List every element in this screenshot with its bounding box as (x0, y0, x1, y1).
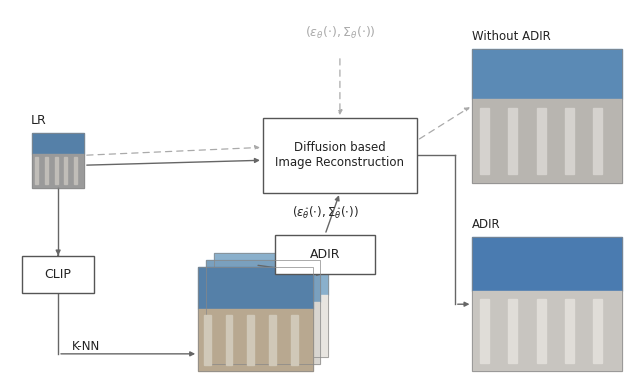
Bar (220, 301, 227, 351)
Bar (214, 253, 328, 295)
Bar (285, 301, 292, 351)
Text: ADIR: ADIR (310, 248, 340, 261)
Bar (307, 301, 314, 351)
Bar (593, 108, 602, 174)
Bar (225, 315, 232, 365)
Bar (65, 157, 67, 184)
Bar (565, 108, 574, 174)
Text: $(\epsilon_{\theta}(\cdot), \Sigma_{\theta}(\cdot))$: $(\epsilon_{\theta}(\cdot), \Sigma_{\the… (305, 25, 375, 41)
Bar (472, 237, 621, 291)
Bar (263, 301, 270, 351)
Bar (204, 315, 211, 365)
Bar (32, 133, 84, 154)
Bar (45, 157, 48, 184)
Bar (277, 308, 284, 358)
Bar (291, 315, 298, 365)
Bar (536, 299, 545, 363)
Bar (269, 315, 276, 365)
Bar (22, 256, 94, 293)
Bar (472, 49, 621, 182)
Text: CLIP: CLIP (45, 268, 72, 281)
Bar (206, 260, 321, 302)
Bar (275, 235, 375, 274)
Bar (508, 108, 517, 174)
Text: K-NN: K-NN (72, 340, 100, 353)
Bar (472, 291, 621, 371)
Bar (74, 157, 77, 184)
Bar (234, 308, 241, 358)
Text: Without ADIR: Without ADIR (472, 30, 551, 42)
Bar (299, 308, 306, 358)
Bar (593, 299, 602, 363)
Bar (508, 299, 517, 363)
Bar (263, 118, 417, 193)
Text: Diffusion based
Image Reconstruction: Diffusion based Image Reconstruction (275, 141, 404, 169)
Bar (214, 253, 328, 357)
Bar (206, 260, 321, 364)
Bar (472, 100, 621, 182)
Bar (565, 299, 574, 363)
Bar (32, 133, 84, 187)
Bar (480, 299, 489, 363)
Bar (198, 309, 312, 371)
Text: LR: LR (30, 114, 46, 127)
Bar (472, 49, 621, 100)
Bar (198, 267, 312, 371)
Text: $(\epsilon_{\hat{\theta}}(\cdot), \Sigma_{\hat{\theta}}(\cdot))$: $(\epsilon_{\hat{\theta}}(\cdot), \Sigma… (292, 205, 358, 221)
Bar (255, 308, 262, 358)
Bar (54, 157, 58, 184)
Bar (206, 302, 321, 364)
Bar (536, 108, 545, 174)
Bar (35, 157, 38, 184)
Bar (212, 308, 219, 358)
Bar (32, 154, 84, 187)
Bar (472, 237, 621, 371)
Bar (198, 267, 312, 309)
Bar (241, 301, 248, 351)
Bar (480, 108, 489, 174)
Bar (214, 295, 328, 357)
Bar (247, 315, 254, 365)
Text: ADIR: ADIR (472, 218, 501, 231)
